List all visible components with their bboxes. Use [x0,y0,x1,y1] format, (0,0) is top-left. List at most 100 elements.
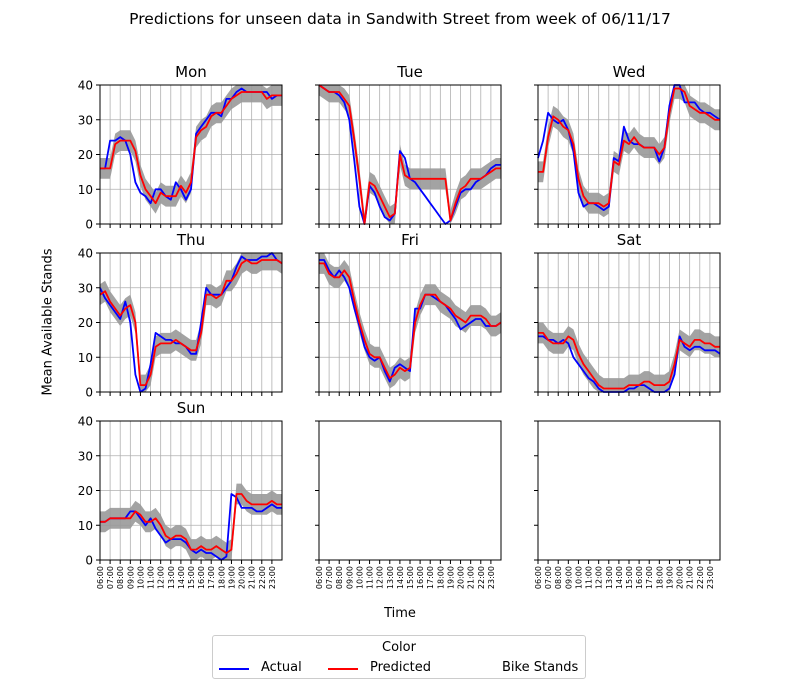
series-predicted [538,87,720,208]
y-tick-label: 40 [78,415,93,429]
x-tick-label: 16:00 [416,566,425,589]
x-tick-label: 09:00 [345,566,354,589]
x-tick-label: 13:00 [386,566,395,589]
series-predicted [538,332,720,390]
x-tick-label: 14:00 [615,566,624,589]
x-tick-label: 22:00 [477,566,486,589]
x-tick-label: 11:00 [585,566,594,589]
x-tick-label: 17:00 [645,566,654,589]
y-tick-label: 10 [78,519,93,533]
y-tick-label: 0 [85,386,93,400]
legend-swatch-actual [219,668,249,670]
x-tick-label: 21:00 [686,566,695,589]
x-tick-label: 07:00 [544,566,553,589]
panel-fri: Fri [315,231,502,396]
suptitle: Predictions for unseen data in Sandwith … [129,10,671,28]
x-tick-label: 19:00 [446,566,455,589]
x-tick-label: 23:00 [487,566,496,589]
x-tick-label: 17:00 [426,566,435,589]
y-tick-label: 30 [78,113,93,127]
x-tick-label: 08:00 [116,566,125,589]
y-tick-label: 30 [78,281,93,295]
x-tick-label: 06:00 [534,566,543,589]
y-tick-label: 10 [78,183,93,197]
panel-wed: Wed [534,63,721,228]
series-actual [99,252,283,393]
series-predicted [319,262,502,379]
panel-title: Fri [401,231,419,249]
x-tick-label: 16:00 [635,566,644,589]
y-tick-label: 30 [78,449,93,463]
series-predicted [318,84,501,225]
confidence-band [100,85,282,214]
y-tick-label: 20 [78,316,93,330]
panel-title: Sun [177,399,206,417]
series-actual [319,259,502,383]
x-tick-label: 19:00 [665,566,674,589]
x-tick-label: 14:00 [177,566,186,589]
y-tick-label: 40 [78,79,93,93]
y-tick-label: 20 [78,148,93,162]
axes-frame [537,420,721,561]
panel-mon: Mon 0 10 20 30 40 [78,63,283,232]
series-predicted [99,259,283,386]
y-axis-label: Mean Available Stands [40,248,56,396]
x-tick-label: 10:00 [355,566,364,589]
y-tick-label: 10 [78,351,93,365]
panel-title: Thu [176,231,205,249]
x-tick-label: 14:00 [396,566,405,589]
x-tick-label: 20:00 [238,566,247,589]
y-tick-label: 20 [78,484,93,498]
panel-title: Sat [617,231,642,249]
panel-title: Tue [396,63,423,81]
x-tick-label: 09:00 [126,566,135,589]
x-tick-label: 23:00 [268,566,277,589]
panel-tue: Tue [315,63,502,228]
x-tick-label: 06:00 [96,566,105,589]
x-tick-label: 10:00 [136,566,145,589]
series-predicted [100,493,282,554]
legend-label-bike-stands: Bike Stands [502,660,579,675]
confidence-band [100,253,282,392]
x-tick-label: 21:00 [248,566,257,589]
x-tick-label: 22:00 [258,566,267,589]
y-tick-label: 40 [78,247,93,261]
x-tick-label: 10:00 [574,566,583,589]
y-tick-label: 0 [85,554,93,568]
x-tick-label: 12:00 [595,566,604,589]
series-predicted [100,91,282,205]
confidence-band [538,85,720,218]
legend-title: Color [382,640,416,655]
x-axis-label: Time [384,606,416,621]
x-tick-label: 13:00 [167,566,176,589]
x-tick-label: 18:00 [436,566,445,589]
axes-frame [318,420,502,561]
x-tick-label: 22:00 [696,566,705,589]
legend-label-actual: Actual [261,660,302,675]
x-tick-label: 11:00 [147,566,156,589]
panel-sun: Sun 0 10 20 30 40 06:00 07:00 08:00 09:00 10:00 11:… [78,399,283,589]
x-tick-label: 12:00 [157,566,166,589]
x-tick-label: 08:00 [335,566,344,589]
x-tick-label: 19:00 [227,566,236,589]
x-tick-label: 12:00 [376,566,385,589]
panel-empty-8: 06:00 07:00 08:00 09:00 10:00 11:00 12:00 13:00… [534,420,721,589]
confidence-band [538,322,720,392]
x-tick-label: 15:00 [406,566,415,589]
x-tick-label: 20:00 [676,566,685,589]
series-actual [538,335,721,393]
x-tick-label: 20:00 [457,566,466,589]
legend-label-predicted: Predicted [370,660,432,675]
x-tick-label: 15:00 [625,566,634,589]
y-tick-label: 0 [85,218,93,232]
x-tick-label: 07:00 [325,566,334,589]
x-tick-label: 08:00 [554,566,563,589]
x-tick-label: 09:00 [564,566,573,589]
x-tick-label: 16:00 [197,566,206,589]
x-tick-label: 21:00 [467,566,476,589]
panel-sat: Sat [534,231,721,396]
x-tick-label: 07:00 [106,566,115,589]
x-tick-label: 17:00 [207,566,216,589]
panel-title: Wed [613,63,646,81]
